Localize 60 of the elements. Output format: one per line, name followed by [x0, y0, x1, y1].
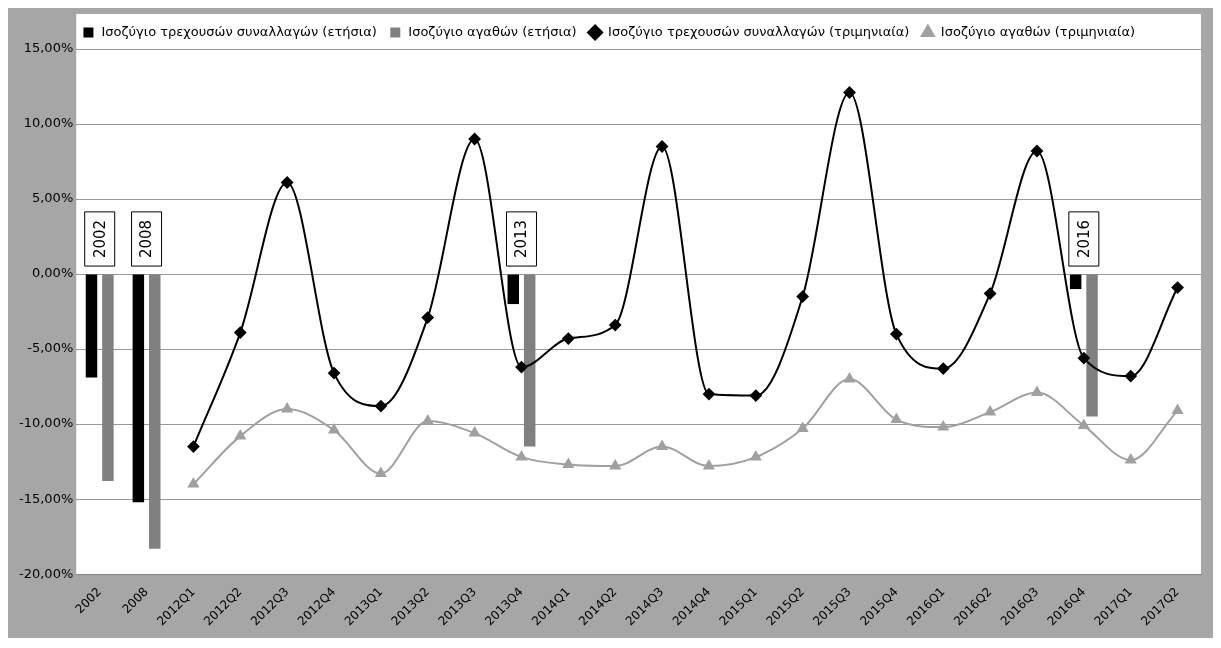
y-tick-label: -10,00% — [18, 415, 74, 431]
point — [281, 176, 294, 189]
point — [890, 328, 903, 341]
point — [469, 427, 480, 437]
y-tick-label: 0,00% — [31, 265, 74, 281]
point — [563, 458, 574, 469]
point — [844, 373, 855, 383]
legend-label: Ισοζύγιο τρεχουσών συναλλαγών (τριμηνιαία) — [608, 23, 910, 39]
point — [843, 86, 856, 99]
point — [375, 467, 387, 478]
point — [891, 413, 902, 424]
point — [1172, 404, 1183, 415]
point — [562, 332, 575, 345]
legend-label: Ισοζύγιο αγαθών (τριμηνιαία) — [940, 23, 1136, 39]
y-tick-label: 5,00% — [31, 190, 74, 206]
point — [1031, 386, 1043, 397]
point — [422, 415, 434, 425]
point — [328, 424, 340, 434]
point — [328, 367, 341, 380]
y-tick-label: -5,00% — [27, 340, 74, 356]
point — [234, 326, 247, 339]
point — [609, 319, 622, 332]
y-tick-label: 10,00% — [23, 115, 74, 131]
point — [1030, 145, 1043, 158]
point — [703, 460, 715, 470]
annotation: 2016 — [1074, 219, 1093, 259]
point — [187, 440, 200, 453]
point — [749, 389, 762, 402]
annotation: 2008 — [137, 219, 156, 259]
y-tick-label: -15,00% — [18, 490, 74, 506]
point — [1124, 370, 1137, 383]
point — [750, 451, 762, 461]
point — [1078, 419, 1090, 430]
annotation: 2013 — [512, 219, 531, 259]
point — [421, 311, 434, 324]
point — [234, 430, 246, 440]
legend-label: Ισοζύγιο αγαθών (ετήσια) — [408, 23, 577, 39]
y-tick-label: 15,00% — [23, 40, 74, 56]
annotation: 2002 — [90, 219, 109, 259]
point — [702, 388, 715, 401]
point — [797, 422, 808, 433]
y-tick-label: -20,00% — [18, 565, 74, 581]
point — [984, 406, 996, 416]
point — [1077, 352, 1090, 365]
point — [1171, 281, 1184, 294]
point — [515, 361, 528, 374]
point — [188, 478, 199, 488]
point — [656, 440, 668, 451]
point — [1125, 454, 1137, 464]
point — [468, 133, 481, 146]
point — [374, 400, 387, 413]
point — [516, 451, 527, 461]
point — [937, 421, 949, 431]
point — [937, 362, 950, 375]
point — [984, 287, 997, 300]
point — [656, 140, 669, 153]
legend-label: Ισοζύγιο τρεχουσών συναλλαγών (ετήσια) — [101, 23, 377, 39]
point — [609, 460, 621, 470]
point — [796, 290, 809, 303]
point — [281, 403, 293, 413]
